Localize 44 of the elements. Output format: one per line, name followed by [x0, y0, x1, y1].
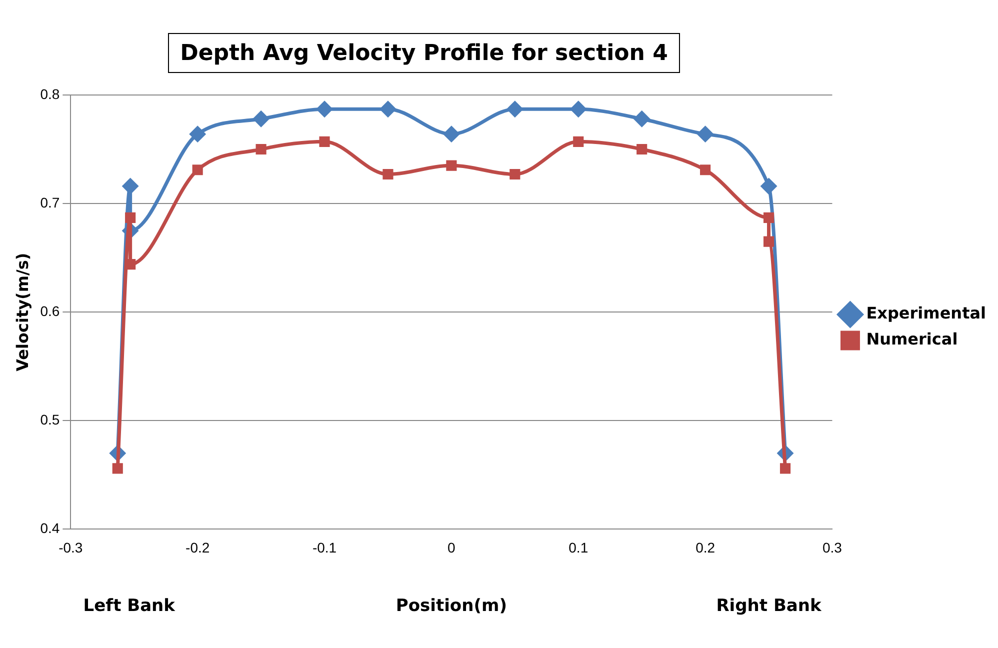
point: [316, 101, 332, 117]
point: [380, 101, 396, 117]
legend-label: Numerical: [866, 330, 958, 349]
point: [190, 126, 206, 142]
point: [446, 160, 457, 171]
point: [634, 111, 650, 127]
point: [507, 101, 523, 117]
chart-title: Depth Avg Velocity Profile for section 4: [168, 33, 680, 73]
y-tick-label: 0.5: [40, 412, 60, 428]
point: [573, 136, 584, 147]
point: [636, 144, 648, 155]
point: [763, 212, 774, 223]
y-axis-title: Velocity(m/s): [12, 252, 32, 372]
point: [319, 136, 330, 147]
point: [192, 164, 203, 176]
point: [570, 101, 586, 117]
point: [698, 126, 714, 142]
x-axis-title: Position(m): [396, 596, 507, 616]
x-tick-label: -0.1: [312, 539, 337, 556]
point: [761, 178, 777, 194]
y-tick-label: 0.8: [40, 86, 60, 102]
y-tick-label: 0.7: [40, 194, 60, 210]
x-tick-label: -0.2: [186, 539, 210, 556]
point: [253, 111, 269, 127]
point: [763, 236, 774, 247]
x-tick-label: -0.3: [58, 539, 83, 556]
point: [700, 164, 711, 176]
point: [510, 168, 520, 180]
text: Left Bank: [83, 596, 175, 616]
x-tick-label: 0.3: [822, 539, 842, 556]
legend-label: Experimental: [866, 304, 986, 323]
point: [780, 463, 791, 474]
x-tick-label: 0: [448, 539, 456, 556]
x-tick-label: 0.2: [696, 539, 716, 556]
point: [122, 178, 138, 194]
y-tick-label: 0.4: [40, 520, 60, 536]
point: [112, 463, 123, 474]
y-tick-label: 0.6: [40, 302, 60, 319]
x-tick-label: 0.1: [568, 539, 588, 556]
point: [444, 126, 460, 142]
text: Right Bank: [716, 596, 822, 616]
point: [256, 144, 266, 155]
point: [125, 212, 136, 223]
point: [382, 168, 394, 180]
